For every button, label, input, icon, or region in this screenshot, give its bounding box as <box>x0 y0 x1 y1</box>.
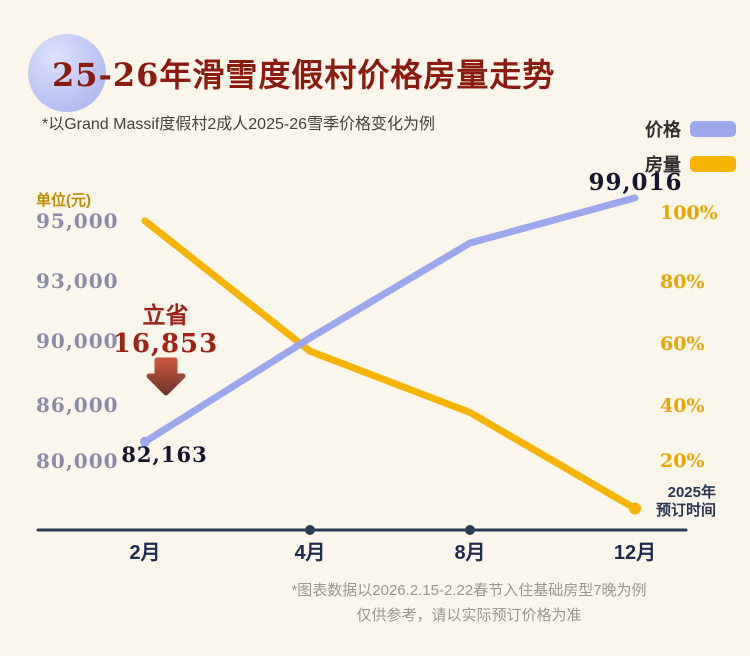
title-accent-circle <box>28 34 106 112</box>
x-axis-dot <box>305 525 315 535</box>
savings-annotation: 立省 16,853 <box>108 302 223 360</box>
left-axis-tick: 93,000 <box>36 269 119 293</box>
x-axis-label: 2月 <box>129 542 161 564</box>
right-axis-tick: 40% <box>660 395 705 417</box>
end-price-label: 99,016 <box>588 169 683 196</box>
savings-label: 立省 <box>142 302 189 329</box>
x-axis-note: 2025年 预订时间 <box>656 484 716 520</box>
right-axis-tick: 100% <box>660 202 718 224</box>
left-axis-tick: 90,000 <box>36 329 119 353</box>
legend-item-volume: 房量 <box>645 151 736 177</box>
volume-end-dot <box>629 502 641 515</box>
y-axis-unit-label: 单位(元) <box>36 192 91 209</box>
left-axis-tick: 86,000 <box>36 393 119 417</box>
left-axis-tick: 80,000 <box>36 449 119 473</box>
footer-line1: *图表数据以2026.2.15-2.22春节入住基础房型7晚为例 <box>291 582 647 599</box>
start-price-label: 82,163 <box>121 442 208 467</box>
legend: 价格 房量 <box>645 116 736 186</box>
savings-amount: 16,853 <box>112 329 219 359</box>
right-axis-tick: 20% <box>660 450 705 472</box>
x-axis-dot <box>465 525 475 535</box>
right-axis-tick: 80% <box>660 271 705 293</box>
x-axis-label: 8月 <box>454 542 486 564</box>
legend-swatch <box>690 121 736 137</box>
legend-item-price: 价格 <box>645 116 736 142</box>
left-axis-tick: 95,000 <box>36 209 119 233</box>
x-axis-label: 12月 <box>613 542 657 564</box>
legend-label-price: 价格 <box>645 120 681 140</box>
savings-arrow-icon <box>146 357 186 396</box>
right-axis-tick: 60% <box>660 333 705 355</box>
footer-disclaimer: *图表数据以2026.2.15-2.22春节入住基础房型7晚为例 仅供参考，请以… <box>234 578 704 628</box>
legend-label-volume: 房量 <box>645 155 681 175</box>
volume-line <box>141 217 639 512</box>
page-title: 25-26年滑雪度假村价格房量走势 <box>52 56 556 94</box>
subtitle: *以Grand Massif度假村2成人2025-26雪季价格变化为例 <box>42 116 435 133</box>
x-axis-note-line2: 预订时间 <box>655 502 716 519</box>
x-axis-label: 4月 <box>294 542 326 564</box>
x-axis-note-line1: 2025年 <box>667 484 716 501</box>
footer-line2: 仅供参考，请以实际预订价格为准 <box>356 607 582 624</box>
legend-swatch <box>690 156 736 172</box>
